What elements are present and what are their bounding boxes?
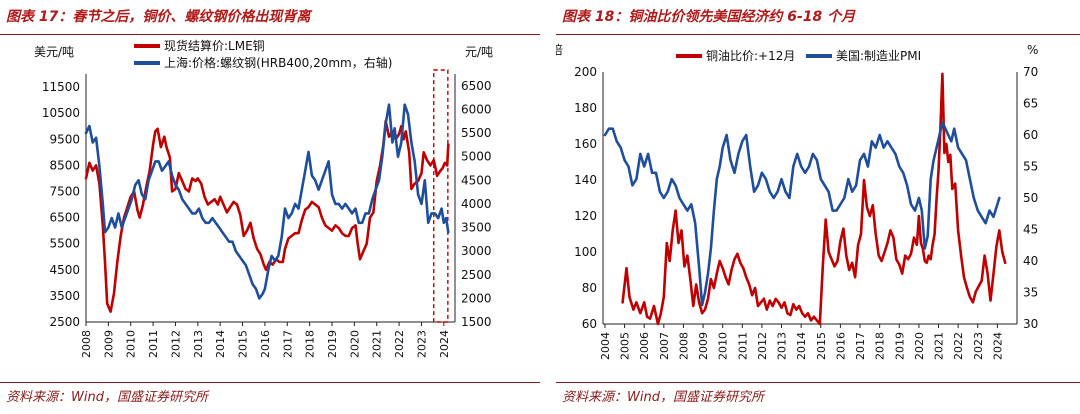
x-tick-label: 2013 [192,330,205,358]
y-left-tick-label: 140 [574,173,597,187]
x-tick-label: 2005 [619,332,632,360]
y-left-tick-label: 6500 [49,211,80,225]
x-tick-label: 2008 [80,330,93,358]
y-left-axis-label: 美元/吨 [34,45,74,59]
x-tick-label: 2015 [815,332,828,360]
copper-oil-pmi-chart: 60 80 100 120 140 160 180 200 30 35 40 45 50 55 60 65 70… [556,42,1038,360]
y-right-tick-label: 5000 [461,150,492,164]
y-left-tick-label: 100 [574,245,597,259]
y-right-tick-label: 2000 [461,291,492,305]
x-tick-label: 2009 [102,330,115,358]
y-right-tick-label: 6500 [461,79,492,93]
x-tick-label: 2011 [736,332,749,360]
x-tick-label: 2015 [237,330,250,358]
x-tick-label: 2022 [393,330,406,358]
chart-title: 图表 17：春节之后，铜价、螺纹钢价格出现背离 [6,9,311,25]
y-right-tick-label: 40 [1023,254,1038,268]
chart-panel-copper-oil-pmi: 图表 18：铜油比价领先美国经济约 6-18 个月 60 80 100 120 140 1… [556,0,1080,414]
legend-label-2: 上海:价格:螺纹钢(HRB400,20mm，右轴) [164,55,392,70]
x-tick-label: 2012 [756,332,769,360]
y-right-tick-label: 55 [1023,160,1038,174]
y-right-tick-label: 3000 [461,244,492,258]
y-left-tick-label: 11500 [42,80,80,94]
y-right-tick-label: 4500 [461,173,492,187]
y-right-tick-label: 2500 [461,268,492,282]
x-tick-label: 2011 [147,330,160,358]
x-tick-label: 2010 [125,330,138,358]
y-left-tick-label: 9500 [49,132,80,146]
x-tick-label: 2014 [795,332,808,360]
y-left-tick-label: 4500 [49,263,80,277]
y-left-tick-label: 180 [574,101,597,115]
y-right-tick-label: 3500 [461,221,492,235]
x-tick-label: 2018 [874,332,887,360]
x-tick-label: 2024 [991,332,1004,360]
y-left-tick-label: 7500 [49,184,80,198]
y-left-tick-label: 80 [582,281,597,295]
x-tick-label: 2016 [259,330,272,358]
y-right-tick-label: 70 [1023,65,1038,79]
source-note: 资料来源：Wind，国盛证券研究所 [562,390,764,405]
highlight-box [433,69,449,323]
y-right-tick-label: 35 [1023,286,1038,300]
y-right-axis-label: % [1027,43,1038,57]
title-divider [556,34,1080,35]
legend-label-1: 现货结算价:LME铜 [164,38,265,53]
x-tick-label: 2020 [348,330,361,358]
legend-label-1: 铜油比价:+12月 [706,48,795,63]
y-right-tick-label: 50 [1023,191,1038,205]
y-right-tick-label: 65 [1023,97,1038,111]
x-tick-label: 2007 [658,332,671,360]
x-tick-label: 2014 [214,330,227,358]
y-left-tick-label: 2500 [49,315,80,329]
chart-title: 图表 18：铜油比价领先美国经济约 6-18 个月 [562,9,856,25]
y-left-tick-label: 10500 [42,106,80,120]
y-left-axis-label: 倍 [556,42,563,57]
x-tick-label: 2012 [169,330,182,358]
y-left-tick-label: 200 [574,65,597,79]
x-tick-label: 2017 [854,332,867,360]
x-tick-label: 2004 [599,332,612,360]
y-right-tick-label: 5500 [461,126,492,140]
x-tick-label: 2022 [952,332,965,360]
x-tick-label: 2024 [438,330,451,358]
y-left-tick-label: 60 [582,317,597,331]
source-note: 资料来源：Wind，国盛证券研究所 [6,390,208,405]
x-tick-label: 2009 [697,332,710,360]
y-right-tick-label: 1500 [461,315,492,329]
x-tick-label: 2008 [677,332,690,360]
x-tick-label: 2017 [281,330,294,358]
copper-rebar-chart: 2500 3500 4500 5500 6500 7500 8500 9500 10500 115… [34,38,493,358]
x-tick-label: 2021 [933,332,946,360]
y-left-tick-label: 120 [574,209,597,223]
y-right-tick-label: 6000 [461,102,492,116]
y-right-tick-label: 60 [1023,128,1038,142]
x-tick-label: 2023 [972,332,985,360]
y-left-tick-label: 5500 [49,237,80,251]
source-divider [556,382,1080,383]
title-divider [0,34,540,35]
y-right-axis-label: 元/吨 [465,45,493,59]
y-left-tick-label: 8500 [49,158,80,172]
x-tick-label: 2006 [638,332,651,360]
y-left-tick-label: 3500 [49,289,80,303]
x-tick-label: 2023 [415,330,428,358]
x-tick-label: 2016 [834,332,847,360]
legend-label-2: 美国:制造业PMI [836,49,921,63]
x-tick-label: 2019 [893,332,906,360]
x-tick-label: 2019 [326,330,339,358]
x-tick-label: 2018 [304,330,317,358]
y-left-tick-label: 160 [574,137,597,151]
x-tick-label: 2020 [913,332,926,360]
x-tick-label: 2021 [371,330,384,358]
chart-panel-copper-rebar: 图表 17：春节之后，铜价、螺纹钢价格出现背离 2500 3500 4500 5500… [0,9,540,405]
series-line-2 [603,121,1001,307]
x-tick-label: 2010 [717,332,730,360]
y-right-tick-label: 4000 [461,197,492,211]
y-right-tick-label: 45 [1023,223,1038,237]
series-line-2 [84,103,450,300]
y-right-tick-label: 30 [1023,317,1038,331]
source-divider [0,382,540,383]
x-tick-label: 2013 [776,332,789,360]
